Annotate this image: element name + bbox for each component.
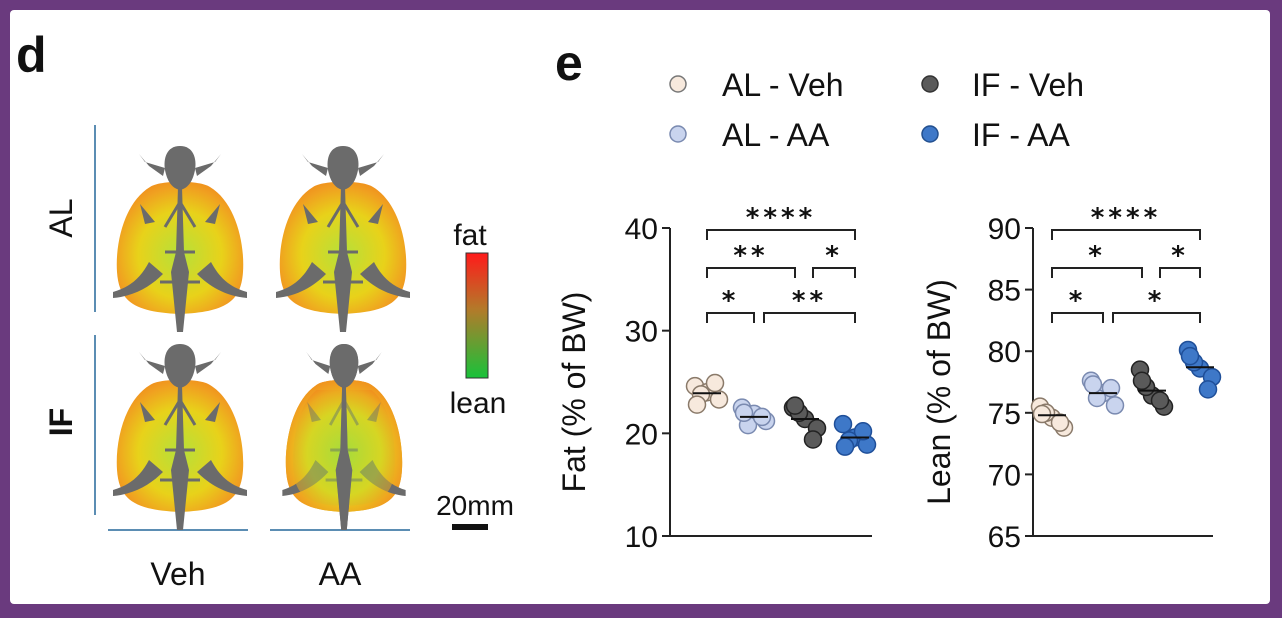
lean-significance-bracket: [1051, 229, 1201, 240]
lean-data-point: [1050, 413, 1070, 432]
legend-label-al-aa: AL - AA: [722, 117, 830, 153]
scalebar-label: 20mm: [436, 490, 514, 521]
lean-data-point: [1083, 375, 1103, 394]
lean-y-tick-label: 70: [988, 459, 1021, 492]
fat-lean-color-scale: [465, 252, 489, 379]
col-label-veh: Veh: [150, 556, 205, 592]
lean-data-point: [1198, 380, 1218, 399]
lean-significance-label: *: [1088, 241, 1106, 271]
figure-frame: d AL IF Veh AA fat lean 20mm e AL - Veh …: [10, 10, 1270, 604]
mouse-image-if-aa: [280, 342, 408, 532]
fat-significance-label: **: [792, 286, 827, 316]
fat-significance-bracket: [812, 267, 856, 278]
lean-significance-bracket: [1051, 312, 1104, 323]
row-label-if: IF: [43, 408, 79, 436]
lean-significance-label: *: [1171, 241, 1189, 271]
legend-label-al-veh: AL - Veh: [722, 67, 844, 103]
panel-e-letter: e: [555, 35, 583, 91]
legend-label-if-veh: IF - Veh: [972, 67, 1084, 103]
fat-data-point: [835, 437, 855, 456]
fat-y-tick-label: 40: [625, 213, 658, 246]
legend-marker-al-aa: [669, 125, 687, 143]
fat-data-point: [785, 396, 805, 415]
fat-y-tick-label: 10: [625, 521, 658, 554]
lean-y-tick-label: 85: [988, 275, 1021, 308]
mouse-image-al-aa: [274, 144, 412, 334]
legend-label-if-aa: IF - AA: [972, 117, 1070, 153]
fat-significance-bracket: [706, 267, 796, 278]
lean-data-point: [1132, 371, 1152, 391]
fat-y-tick-label: 20: [625, 418, 658, 451]
lean-significance-bracket: [1159, 267, 1201, 278]
lean-data-point: [1150, 391, 1170, 410]
fat-data-point: [853, 422, 873, 441]
figure-canvas: d AL IF Veh AA fat lean 20mm e AL - Veh …: [16, 27, 1222, 592]
mouse-image-al-veh: [111, 144, 249, 334]
scale-label-lean: lean: [450, 387, 507, 420]
fat-data-point: [705, 373, 725, 393]
fat-data-point: [833, 414, 853, 434]
fat-data-point: [803, 430, 823, 449]
lean-data-point: [1032, 404, 1052, 424]
fat-significance-label: ****: [746, 203, 816, 233]
legend-marker-al-veh: [669, 75, 687, 93]
lean-significance-bracket: [1051, 267, 1143, 278]
fat-significance-label: *: [722, 286, 740, 316]
lean-data-point: [1101, 378, 1121, 398]
lean-significance-label: *: [1148, 286, 1166, 316]
panel-d-letter: d: [16, 27, 47, 83]
lean-significance-bracket: [1112, 312, 1201, 323]
lean-significance-label: ****: [1091, 203, 1161, 233]
row-label-al: AL: [43, 198, 79, 237]
lean-y-tick-label: 80: [988, 336, 1021, 369]
lean-significance-label: *: [1069, 286, 1087, 316]
lean-data-point: [1180, 346, 1200, 366]
lean-y-tick-label: 65: [988, 521, 1021, 554]
mouse-image-if-veh: [111, 342, 249, 532]
lean-data-point: [1105, 396, 1125, 415]
legend-marker-if-veh: [921, 75, 939, 93]
fat-data-point: [687, 395, 707, 414]
lean-y-axis-label: Lean (% of BW): [921, 279, 957, 505]
legend: AL - Veh IF - Veh AL - AA IF - AA: [669, 67, 1084, 153]
lean-y-tick-label: 75: [988, 398, 1021, 431]
legend-marker-if-aa: [921, 125, 939, 143]
fat-y-tick-label: 30: [625, 316, 658, 349]
scale-label-fat: fat: [453, 219, 487, 252]
col-label-aa: AA: [319, 556, 362, 592]
fat-significance-bracket: [706, 312, 755, 323]
fat-significance-bracket: [763, 312, 856, 323]
fat-significance-label: **: [733, 241, 768, 271]
fat-y-axis-label: Fat (% of BW): [556, 292, 592, 493]
fat-significance-bracket: [706, 229, 856, 240]
lean-y-tick-label: 90: [988, 213, 1021, 246]
fat-data-point: [734, 403, 754, 423]
fat-significance-label: *: [825, 241, 843, 271]
